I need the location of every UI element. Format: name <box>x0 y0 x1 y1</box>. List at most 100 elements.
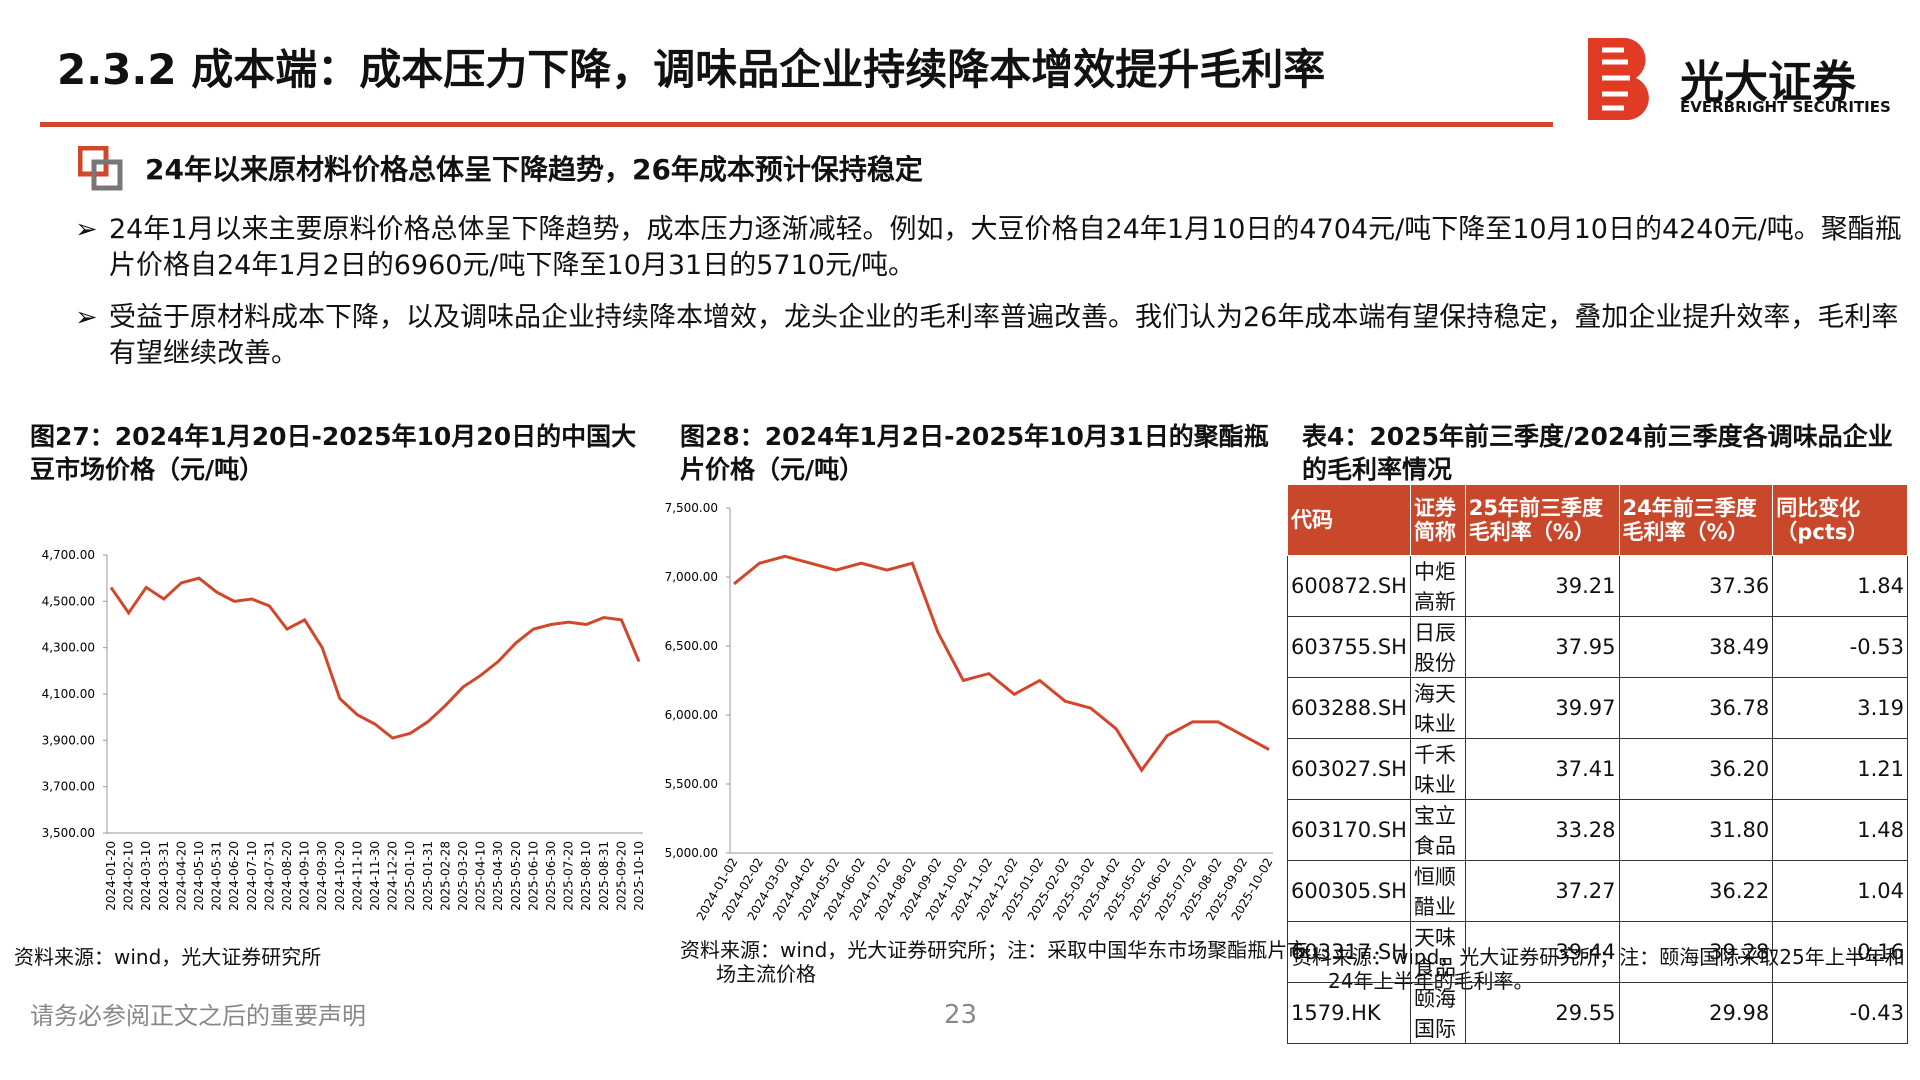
chart-title: 图28：2024年1月2日-2025年10月31日的聚酯瓶片价格（元/吨） <box>680 422 1269 484</box>
table-row: 603027.SH 千禾味业 37.41 36.20 1.21 <box>1287 738 1908 800</box>
cell: -0.43 <box>1772 982 1908 1044</box>
y-tick-label: 6,500.00 <box>665 639 718 653</box>
title: 2.3.2 成本端：成本压力下降，调味品企业持续降本增效提升毛利率 <box>57 45 1326 94</box>
price-line <box>109 576 641 740</box>
x-tick-label: 2024-03-10 <box>139 841 153 911</box>
x-tick-label: 2025-04-30 <box>491 841 505 911</box>
cell: 603317.SH <box>1287 921 1411 983</box>
x-tick-label: 2025-09-20 <box>614 841 628 911</box>
cell: 36.22 <box>1618 860 1774 922</box>
cell: 1.84 <box>1772 555 1908 617</box>
x-tick-label: 2025-05-20 <box>509 841 523 911</box>
cell: 37.95 <box>1464 616 1620 678</box>
header-cell: 25年前三季度毛利率（%） <box>1464 484 1620 556</box>
cell: 39.21 <box>1464 555 1620 617</box>
x-tick-label: 2025-06-10 <box>526 841 540 911</box>
x-tick-label: 2024-11-30 <box>368 841 382 911</box>
heading-icon <box>78 146 123 191</box>
cell: 日辰股份 <box>1409 616 1466 678</box>
y-tick-label: 3,500.00 <box>42 826 95 840</box>
y-tick-label: 5,000.00 <box>665 846 718 860</box>
header-cell: 证券简称 <box>1409 484 1466 556</box>
y-tick-label: 4,700.00 <box>42 548 95 562</box>
x-tick-label: 2025-07-20 <box>562 841 576 911</box>
cell: 宝立食品 <box>1409 799 1466 861</box>
table-row: 1579.HK 颐海国际 29.55 29.98 -0.43 <box>1287 982 1908 1044</box>
y-tick-label: 4,100.00 <box>42 687 95 701</box>
cell: 1.21 <box>1772 738 1908 800</box>
cell: 海天味业 <box>1409 677 1466 739</box>
x-tick-label: 2024-10-20 <box>333 841 347 911</box>
table-row: 600305.SH 恒顺醋业 37.27 36.22 1.04 <box>1287 860 1908 922</box>
header-cell: 代码 <box>1287 484 1411 556</box>
cell: 1.04 <box>1772 860 1908 922</box>
x-tick-label: 2025-03-20 <box>456 841 470 911</box>
table: 代码 证券简称 25年前三季度毛利率（%） 24年前三季度毛利率（%） 同比变化（pct… <box>1287 484 1908 1044</box>
cell: 37.36 <box>1618 555 1774 617</box>
y-tick-label: 6,000.00 <box>665 708 718 722</box>
x-tick-label: 2024-02-10 <box>122 841 136 911</box>
cell: 中炬高新 <box>1409 555 1466 617</box>
x-tick-label: 2025-04-10 <box>474 841 488 911</box>
source: 资料来源：wind，光大证券研究所；注：采取中国华东市场聚酯瓶片市场主流价格 <box>680 938 1308 986</box>
cell: 38.49 <box>1618 616 1774 678</box>
y-tick-label: 3,900.00 <box>42 733 95 747</box>
cell: 603288.SH <box>1287 677 1411 739</box>
cell: 36.20 <box>1618 738 1774 800</box>
x-tick-label: 2024-12-20 <box>386 841 400 911</box>
x-tick-label: 2024-09-30 <box>315 841 329 911</box>
bullet: 24年1月以来主要原料价格总体呈下降趋势，成本压力逐渐减轻。例如，大豆价格自24… <box>75 212 1919 284</box>
x-tick-label: 2025-01-31 <box>421 841 435 911</box>
chart-title: 图27：2024年1月20日-2025年10月20日的中国大豆市场价格（元/吨） <box>30 422 637 484</box>
bullet: 受益于原材料成本下降，以及调味品企业持续降本增效，龙头企业的毛利率普遍改善。我们… <box>75 300 1919 372</box>
y-tick-label: 4,300.00 <box>42 641 95 655</box>
cell: 29.98 <box>1618 982 1774 1044</box>
cell: 颐海国际 <box>1409 982 1466 1044</box>
cell: 603755.SH <box>1287 616 1411 678</box>
y-tick-label: 4,500.00 <box>42 594 95 608</box>
x-tick-label: 2025-06-30 <box>544 841 558 911</box>
title-rule <box>40 122 1553 127</box>
logo-text: 光大证券 <box>1680 57 1856 108</box>
x-tick-label: 2024-04-20 <box>174 841 188 911</box>
y-tick-label: 5,500.00 <box>665 777 718 791</box>
cell: 29.55 <box>1464 982 1620 1044</box>
cell: 37.41 <box>1464 738 1620 800</box>
logo-icon <box>1588 38 1649 120</box>
x-tick-label: 2025-01-10 <box>403 841 417 911</box>
y-tick-label: 7,000.00 <box>665 570 718 584</box>
x-tick-label: 2025-02-28 <box>438 841 452 911</box>
cell: 39.44 <box>1464 921 1620 983</box>
cell: 39.97 <box>1464 677 1620 739</box>
x-tick-label: 2024-01-20 <box>104 841 118 911</box>
x-tick-label: 2024-07-31 <box>262 841 276 911</box>
page-number: 23 <box>944 1000 978 1030</box>
logo-subtext: EVERBRIGHT SECURITIES <box>1680 98 1891 116</box>
x-tick-label: 2024-07-10 <box>245 841 259 911</box>
cell: 1.48 <box>1772 799 1908 861</box>
x-tick-label: 2024-05-10 <box>192 841 206 911</box>
cell: 603170.SH <box>1287 799 1411 861</box>
section-heading: 24年以来原材料价格总体呈下降趋势，26年成本预计保持稳定 <box>145 153 923 186</box>
x-tick-label: 2024-11-10 <box>350 841 364 911</box>
x-tick-label: 2024-05-31 <box>210 841 224 911</box>
cell: -0.53 <box>1772 616 1908 678</box>
x-tick-label: 2025-10-10 <box>632 841 646 911</box>
y-tick-label: 7,500.00 <box>665 501 718 515</box>
table-row: 603755.SH 日辰股份 37.95 38.49 -0.53 <box>1287 616 1908 678</box>
table-row: 603170.SH 宝立食品 33.28 31.80 1.48 <box>1287 799 1908 861</box>
cell: 天味食品 <box>1409 921 1466 983</box>
x-tick-label: 2024-06-20 <box>227 841 241 911</box>
table-row: 600872.SH 中炬高新 39.21 37.36 1.84 <box>1287 555 1908 617</box>
price-line <box>733 554 1270 773</box>
cell: 3.19 <box>1772 677 1908 739</box>
x-tick-label: 2025-08-31 <box>597 841 611 911</box>
x-tick-label: 2025-08-10 <box>579 841 593 911</box>
disclaimer: 请务必参阅正文之后的重要声明 <box>30 1002 366 1030</box>
source: 资料来源：wind，光大证券研究所 <box>14 945 322 969</box>
y-tick-label: 3,700.00 <box>42 780 95 794</box>
cell: 603027.SH <box>1287 738 1411 800</box>
x-tick-label: 2024-03-31 <box>157 841 171 911</box>
